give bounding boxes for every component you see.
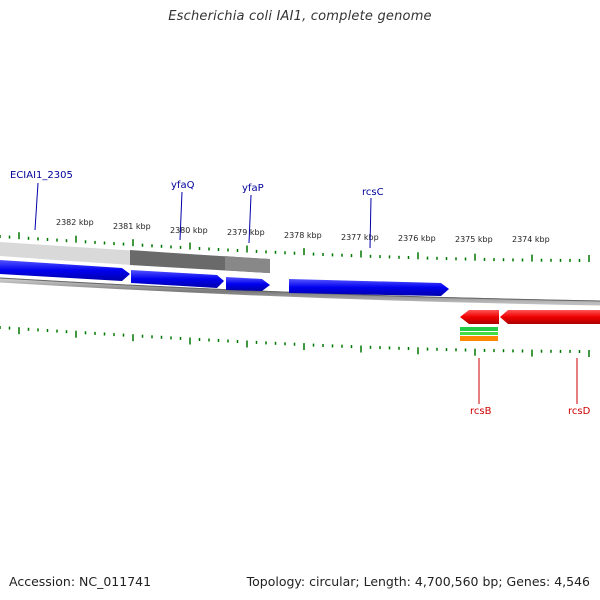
scale-label-2375: 2375 kbp (455, 235, 493, 244)
gene-label-yfaQ[interactable]: yfaQ (171, 180, 195, 191)
gene-arrow-rcsC[interactable] (289, 279, 449, 296)
genome-backbone (0, 277, 600, 306)
scale-label-2374: 2374 kbp (512, 235, 550, 244)
scale-label-2376: 2376 kbp (398, 234, 436, 243)
gene-label-ECIAI1-2305[interactable]: ECIAI1_2305 (10, 170, 73, 181)
upper-tick-track (0, 232, 590, 262)
gene-label-yfaP[interactable]: yfaP (242, 183, 264, 194)
feature-bar-green-1 (460, 327, 498, 331)
scale-label-2379: 2379 kbp (227, 228, 265, 237)
gene-arrow-rcsB[interactable] (460, 310, 499, 324)
scale-label-2377: 2377 kbp (341, 233, 379, 242)
gene-leader-lines (34, 182, 578, 404)
gene-label-rcsC[interactable]: rcsC (362, 187, 384, 198)
scale-label-2378: 2378 kbp (284, 231, 322, 240)
feature-bar-green-2 (460, 332, 498, 335)
outer-band-mid (225, 256, 270, 273)
gene-arrow-yfaP[interactable] (226, 277, 270, 291)
scale-labels: 2382 kbp 2381 kbp 2380 kbp 2379 kbp 2378… (56, 218, 550, 244)
scale-label-2381: 2381 kbp (113, 222, 151, 231)
feature-bar-orange (460, 336, 498, 341)
genome-summary-text: Topology: circular; Length: 4,700,560 bp… (246, 574, 590, 589)
gene-arrow-ECIAI1-2305[interactable] (0, 260, 130, 281)
genome-title: Escherichia coli IAI1, complete genome (168, 9, 432, 24)
gene-label-rcsB[interactable]: rcsB (470, 406, 492, 417)
gene-arrow-yfaQ[interactable] (131, 270, 224, 288)
lower-tick-track (0, 326, 590, 357)
gene-arrow-rcsD[interactable] (500, 310, 600, 324)
scale-label-2380: 2380 kbp (170, 226, 208, 235)
accession-text: Accession: NC_011741 (9, 574, 152, 589)
scale-label-2382: 2382 kbp (56, 218, 94, 227)
gene-label-rcsD[interactable]: rcsD (568, 406, 591, 417)
